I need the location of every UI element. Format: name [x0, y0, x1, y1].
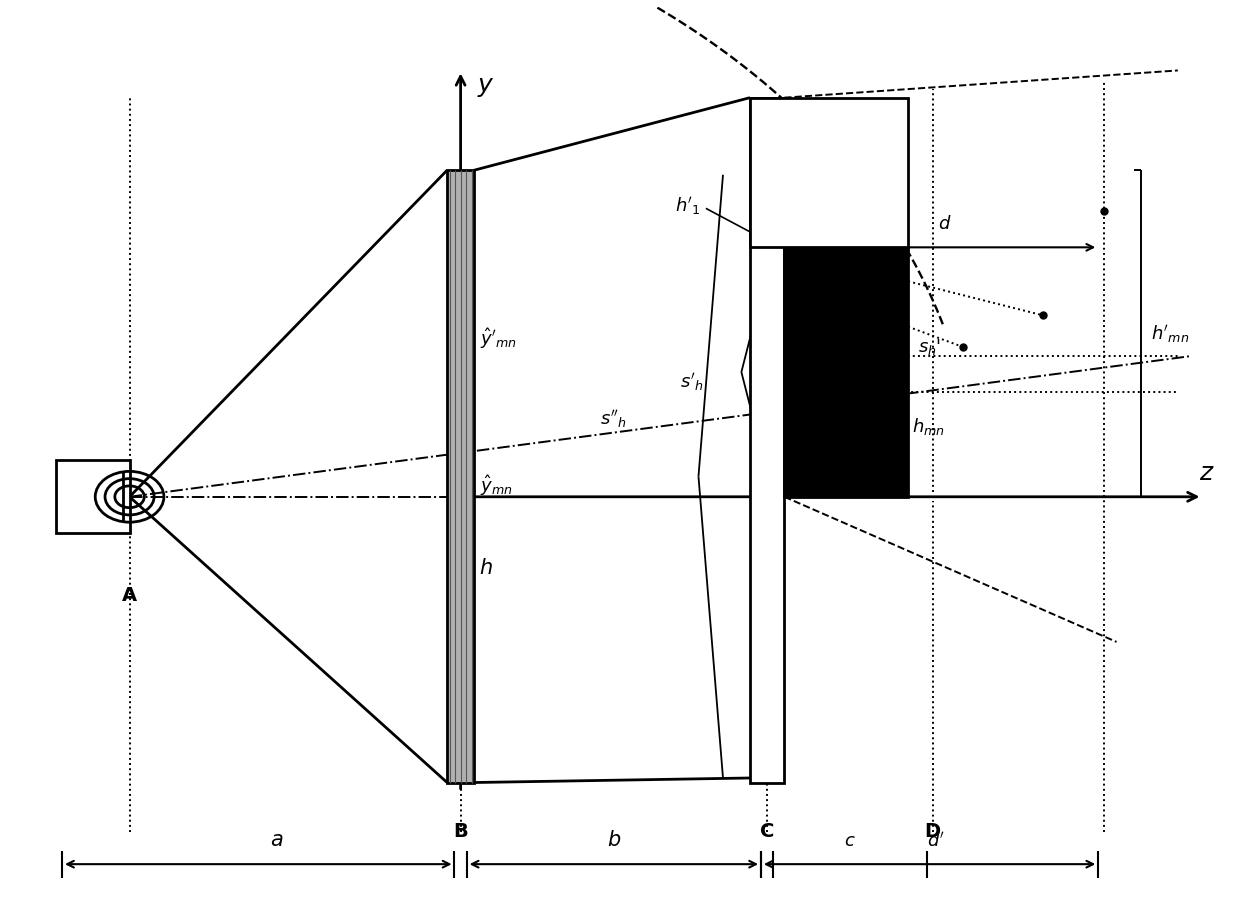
Text: $z$: $z$ [1199, 461, 1214, 485]
Text: $h_1$: $h_1$ [755, 209, 775, 229]
Text: $\hat{y}'_{mn}$: $\hat{y}'_{mn}$ [480, 327, 517, 351]
Text: $c$: $c$ [844, 832, 856, 850]
Text: $a$: $a$ [270, 830, 284, 850]
Text: $s''_h$: $s''_h$ [600, 408, 627, 430]
Bar [56, 460, 129, 533]
Bar [448, 170, 474, 783]
Text: $d'$: $d'$ [926, 831, 945, 850]
Text: $d$: $d$ [937, 216, 951, 233]
Text: $s'_h$: $s'_h$ [680, 371, 703, 393]
Text: $h$: $h$ [479, 558, 492, 577]
Text: $h'_1$: $h'_1$ [675, 194, 701, 216]
Text: D: D [925, 822, 941, 841]
Text: $\hat{y}_{mn}$: $\hat{y}_{mn}$ [480, 473, 513, 498]
Bar [750, 98, 784, 783]
Text: C: C [760, 822, 774, 841]
Bar [750, 98, 908, 248]
Text: A: A [122, 586, 138, 605]
Text: $h'_{mn}$: $h'_{mn}$ [1151, 322, 1189, 344]
Text: $b$: $b$ [606, 830, 621, 850]
Text: $h_{mn}$: $h_{mn}$ [911, 416, 945, 437]
Text: $y$: $y$ [476, 75, 495, 99]
Bar [784, 248, 908, 496]
Text: $s_h$': $s_h$' [918, 337, 941, 356]
Text: B: B [454, 822, 467, 841]
